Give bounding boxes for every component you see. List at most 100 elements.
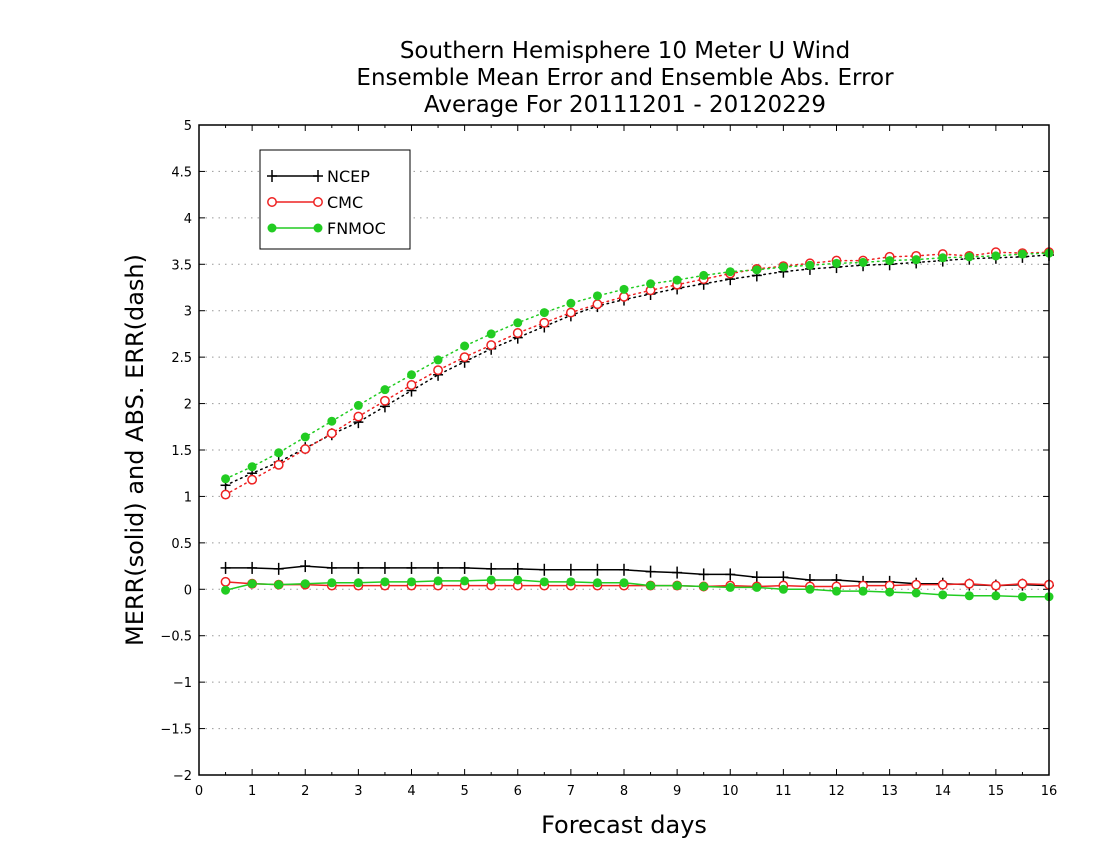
data-point	[380, 385, 390, 395]
data-point	[433, 355, 443, 365]
data-point	[991, 591, 1001, 601]
data-point	[539, 577, 549, 587]
data-point	[858, 257, 868, 267]
chart-title: Southern Hemisphere 10 Meter U WindEnsem…	[356, 38, 894, 118]
y-tick-label: 3	[184, 305, 192, 320]
x-tick-label: 6	[514, 784, 522, 799]
data-point	[858, 586, 868, 596]
data-point	[752, 265, 762, 275]
data-point	[539, 308, 549, 318]
data-point	[805, 260, 815, 270]
x-tick-label: 2	[301, 784, 309, 799]
data-point	[247, 462, 257, 472]
y-tick-label: 2	[184, 398, 192, 413]
y-tick-label: 5	[184, 119, 192, 134]
data-point	[1017, 578, 1028, 589]
y-tick-label: −1.5	[160, 723, 192, 738]
data-point	[433, 365, 444, 376]
data-point	[220, 576, 231, 587]
data-point	[406, 380, 417, 390]
y-tick-label: 1	[184, 490, 192, 505]
data-point	[778, 584, 788, 594]
x-tick-label: 8	[620, 784, 628, 799]
data-point	[911, 255, 921, 265]
data-point	[990, 580, 1001, 591]
data-point	[805, 584, 815, 594]
data-point	[938, 590, 948, 600]
x-axis-title: Forecast days	[541, 811, 707, 839]
data-point	[592, 578, 602, 588]
data-point	[379, 395, 390, 406]
data-point	[407, 370, 416, 380]
legend-box	[259, 149, 411, 250]
x-tick-label: 16	[1041, 784, 1058, 799]
data-point	[938, 253, 948, 263]
plot-frame	[198, 124, 1050, 776]
data-point	[672, 581, 682, 591]
y-tick-label: −1	[173, 676, 192, 691]
data-point	[300, 444, 311, 455]
chart-title-line: Average For 20111201 - 20120229	[424, 92, 826, 118]
series-cmc-abs-error	[220, 247, 1054, 500]
x-tick-label: 13	[881, 784, 898, 799]
legend-entry-ncep: NCEP	[267, 167, 370, 186]
data-point	[300, 579, 310, 589]
x-tick-label: 7	[567, 784, 575, 799]
series-ncep-mean-error	[220, 560, 1054, 592]
data-point	[964, 591, 974, 601]
y-tick-label: 0.5	[171, 537, 192, 552]
x-tick-label: 10	[722, 784, 739, 799]
data-point	[937, 579, 948, 590]
data-point	[619, 284, 629, 294]
y-tick-label: 3.5	[171, 258, 192, 273]
y-axis-title: MERR(solid) and ABS. ERR(dash)	[121, 254, 149, 646]
x-tick-label: 15	[988, 784, 1005, 799]
data-point	[459, 352, 470, 363]
x-tick-label: 4	[407, 784, 415, 799]
data-point	[353, 411, 364, 422]
data-point	[725, 582, 735, 592]
data-point	[433, 576, 443, 586]
y-tick-label: 4.5	[171, 165, 192, 180]
x-tick-label: 5	[460, 784, 468, 799]
data-point	[460, 576, 470, 586]
data-point	[460, 341, 470, 351]
x-tick-label: 1	[248, 784, 256, 799]
data-point	[646, 279, 656, 289]
x-tick-label: 3	[354, 784, 362, 799]
data-point	[486, 329, 496, 339]
series-fnmoc-abs-error	[221, 248, 1054, 484]
data-point	[832, 258, 841, 268]
data-point	[486, 575, 496, 585]
series-line-mean-error	[225, 579, 1049, 598]
data-point	[566, 298, 576, 308]
data-point	[326, 428, 337, 439]
legend-label: FNMOC	[327, 219, 386, 238]
data-point	[313, 197, 323, 207]
data-point	[1017, 249, 1027, 259]
data-point	[964, 578, 975, 589]
data-point	[699, 582, 709, 591]
data-point	[313, 223, 323, 233]
series-line-abs-error	[224, 252, 1050, 480]
data-point	[991, 251, 1001, 261]
x-tick-label: 14	[934, 784, 951, 799]
data-point	[911, 579, 922, 590]
legend-label: CMC	[327, 193, 363, 212]
chart-title-line: Ensemble Mean Error and Ensemble Abs. Er…	[356, 65, 894, 91]
data-point	[512, 328, 523, 338]
data-point	[353, 578, 363, 588]
data-point	[327, 416, 337, 426]
y-tick-label: 0	[184, 583, 192, 598]
data-point	[646, 581, 656, 591]
data-point	[327, 578, 337, 588]
y-tick-label: 4	[184, 212, 192, 227]
data-point	[274, 448, 284, 458]
data-point	[267, 197, 277, 207]
chart-title-line: Southern Hemisphere 10 Meter U Wind	[400, 38, 850, 64]
legend-entry-cmc: CMC	[267, 193, 363, 212]
data-point	[964, 252, 974, 262]
axis-ticks: 54.543.532.521.510.50−0.5−1−1.5−20 1 2 3 4 5 6…	[160, 119, 1057, 799]
data-point	[832, 586, 841, 596]
